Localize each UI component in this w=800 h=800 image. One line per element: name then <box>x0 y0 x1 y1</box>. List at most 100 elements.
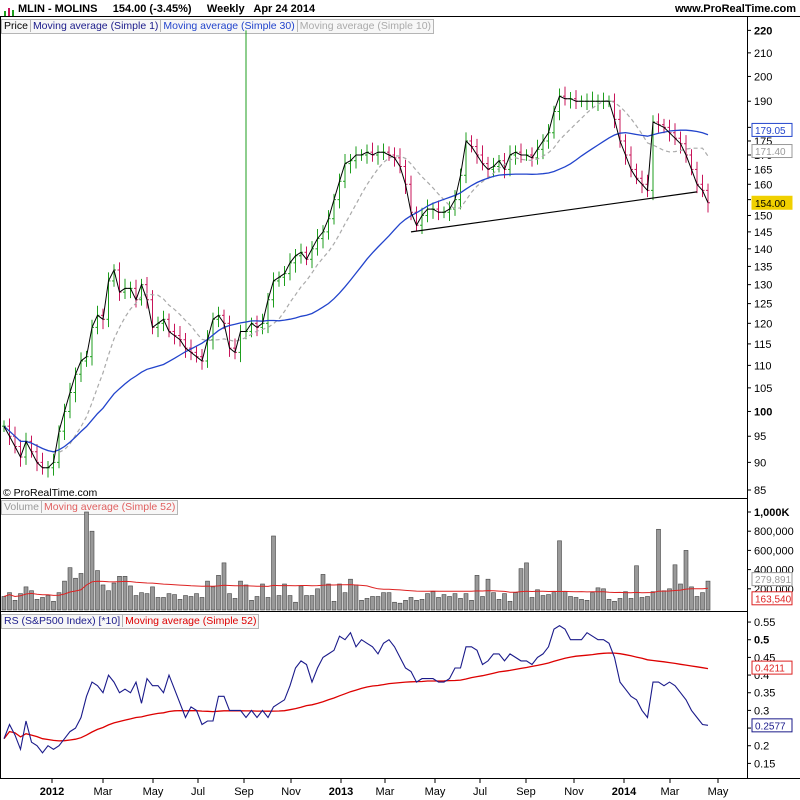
volume-bar <box>139 592 144 611</box>
volume-bar <box>661 590 667 611</box>
x-tick-label: 2014 <box>612 786 637 798</box>
volume-tick-label: 800,000 <box>754 526 794 538</box>
volume-bar <box>117 576 122 611</box>
x-tick-label: 2012 <box>40 786 64 798</box>
price-tick-label: 85 <box>754 485 766 497</box>
volume-bar <box>232 598 238 611</box>
volume-bar <box>122 576 128 611</box>
x-tick-label: Jul <box>191 786 205 798</box>
legend-volume-ma[interactable]: Moving average (Simple 52) <box>44 501 176 513</box>
volume-bar <box>513 592 518 611</box>
volume-bar <box>298 585 304 611</box>
volume-bar <box>133 595 139 611</box>
sma1-line <box>3 95 709 469</box>
volume-bar <box>441 594 447 611</box>
volume-bar <box>540 595 546 611</box>
volume-bar <box>458 598 463 611</box>
price-tick-label: 90 <box>754 457 766 469</box>
legend-sma10[interactable]: Moving average (Simple 10) <box>299 20 432 32</box>
legend-rs-ma[interactable]: Moving average (Simple 52) <box>125 615 257 627</box>
volume-bar <box>144 593 150 611</box>
price-badge-0: 179.05 <box>751 122 793 137</box>
rs-badge-1-text: 0.2577 <box>755 721 786 732</box>
volume-bar <box>18 593 23 611</box>
trendline <box>410 191 698 233</box>
volume-bar <box>562 591 568 611</box>
volume-bar <box>408 597 414 611</box>
volume-bar <box>111 582 117 611</box>
date-label: Apr 24 2014 <box>253 3 316 15</box>
volume-bar <box>161 597 166 611</box>
price-tick-label: 200 <box>754 71 772 83</box>
volume-bar <box>612 600 617 611</box>
volume-bar <box>265 597 271 611</box>
volume-bar <box>73 577 78 611</box>
volume-bar <box>535 589 540 611</box>
volume-bar <box>100 584 106 611</box>
price-tick-label: 165 <box>754 164 772 176</box>
volume-badge-0: 279,891 <box>751 572 793 587</box>
x-tick-label: Mar <box>661 786 680 798</box>
volume-bar <box>227 593 232 611</box>
price-badge-1-box <box>751 144 793 159</box>
price-tick-label: 145 <box>754 227 772 239</box>
x-tick-label: Nov <box>564 786 584 798</box>
volume-bar <box>177 599 183 611</box>
volume-badge-1-text: 163,540 <box>755 594 792 605</box>
volume-bar <box>381 592 386 611</box>
volume-bar <box>414 600 419 611</box>
price-tick-label: 110 <box>754 360 772 372</box>
volume-badge-0-box <box>751 572 793 587</box>
panel-frame <box>0 16 748 499</box>
volume-bar <box>529 597 535 611</box>
price-badge-2-text: 154.00 <box>755 199 786 210</box>
legend-volume[interactable]: Volume <box>2 501 43 513</box>
price-badge-0-text: 179.05 <box>755 126 786 137</box>
volume-bar <box>276 595 282 611</box>
volume-bar <box>166 593 172 611</box>
rs-line <box>3 624 709 754</box>
rs-tick-label: 0.55 <box>754 617 775 629</box>
volume-bar <box>40 597 45 611</box>
volume-bar <box>243 584 249 611</box>
volume-bar <box>309 595 315 611</box>
volume-bar <box>326 583 331 611</box>
volume-bar <box>480 596 485 611</box>
volume-bar <box>634 565 639 611</box>
rs-badge-0: 0.4211 <box>751 660 793 675</box>
volume-bar <box>628 598 634 611</box>
volume-bar <box>403 600 408 611</box>
legend-sma30[interactable]: Moving average (Simple 30) <box>161 20 298 32</box>
volume-bar <box>551 592 557 611</box>
price-badge-2-box <box>751 195 793 210</box>
volume-bar <box>29 590 34 611</box>
volume-bar <box>683 550 689 611</box>
instrument-title: MLIN - MOLINS <box>18 3 98 15</box>
volume-bar <box>364 598 370 611</box>
rs-badge-0-text: 0.4211 <box>755 664 785 675</box>
legend-rs[interactable]: RS (S&P500 Index) [*10] <box>2 615 124 627</box>
volume-bar <box>12 600 18 611</box>
volume-bar <box>188 596 194 611</box>
legend-sma1[interactable]: Moving average (Simple 1) <box>30 20 162 32</box>
volume-bar <box>463 593 469 611</box>
volume-bar <box>199 597 205 611</box>
volume-bar <box>315 588 320 611</box>
period-label: Weekly <box>206 3 245 15</box>
volume-bar <box>260 583 265 611</box>
volume-bar <box>645 596 650 611</box>
volume-bar <box>650 591 656 611</box>
legend-price[interactable]: Price <box>2 20 31 32</box>
volume-bar <box>672 564 678 611</box>
volume-bar <box>694 596 700 611</box>
volume-bar <box>579 599 584 611</box>
volume-bar <box>106 590 111 611</box>
sma30-line <box>3 129 709 453</box>
volume-bar <box>700 592 705 611</box>
volume-bar <box>502 593 507 611</box>
volume-bar <box>183 595 188 611</box>
volume-bar <box>353 584 359 611</box>
volume-bar <box>546 594 551 611</box>
volume-bar <box>667 588 672 611</box>
